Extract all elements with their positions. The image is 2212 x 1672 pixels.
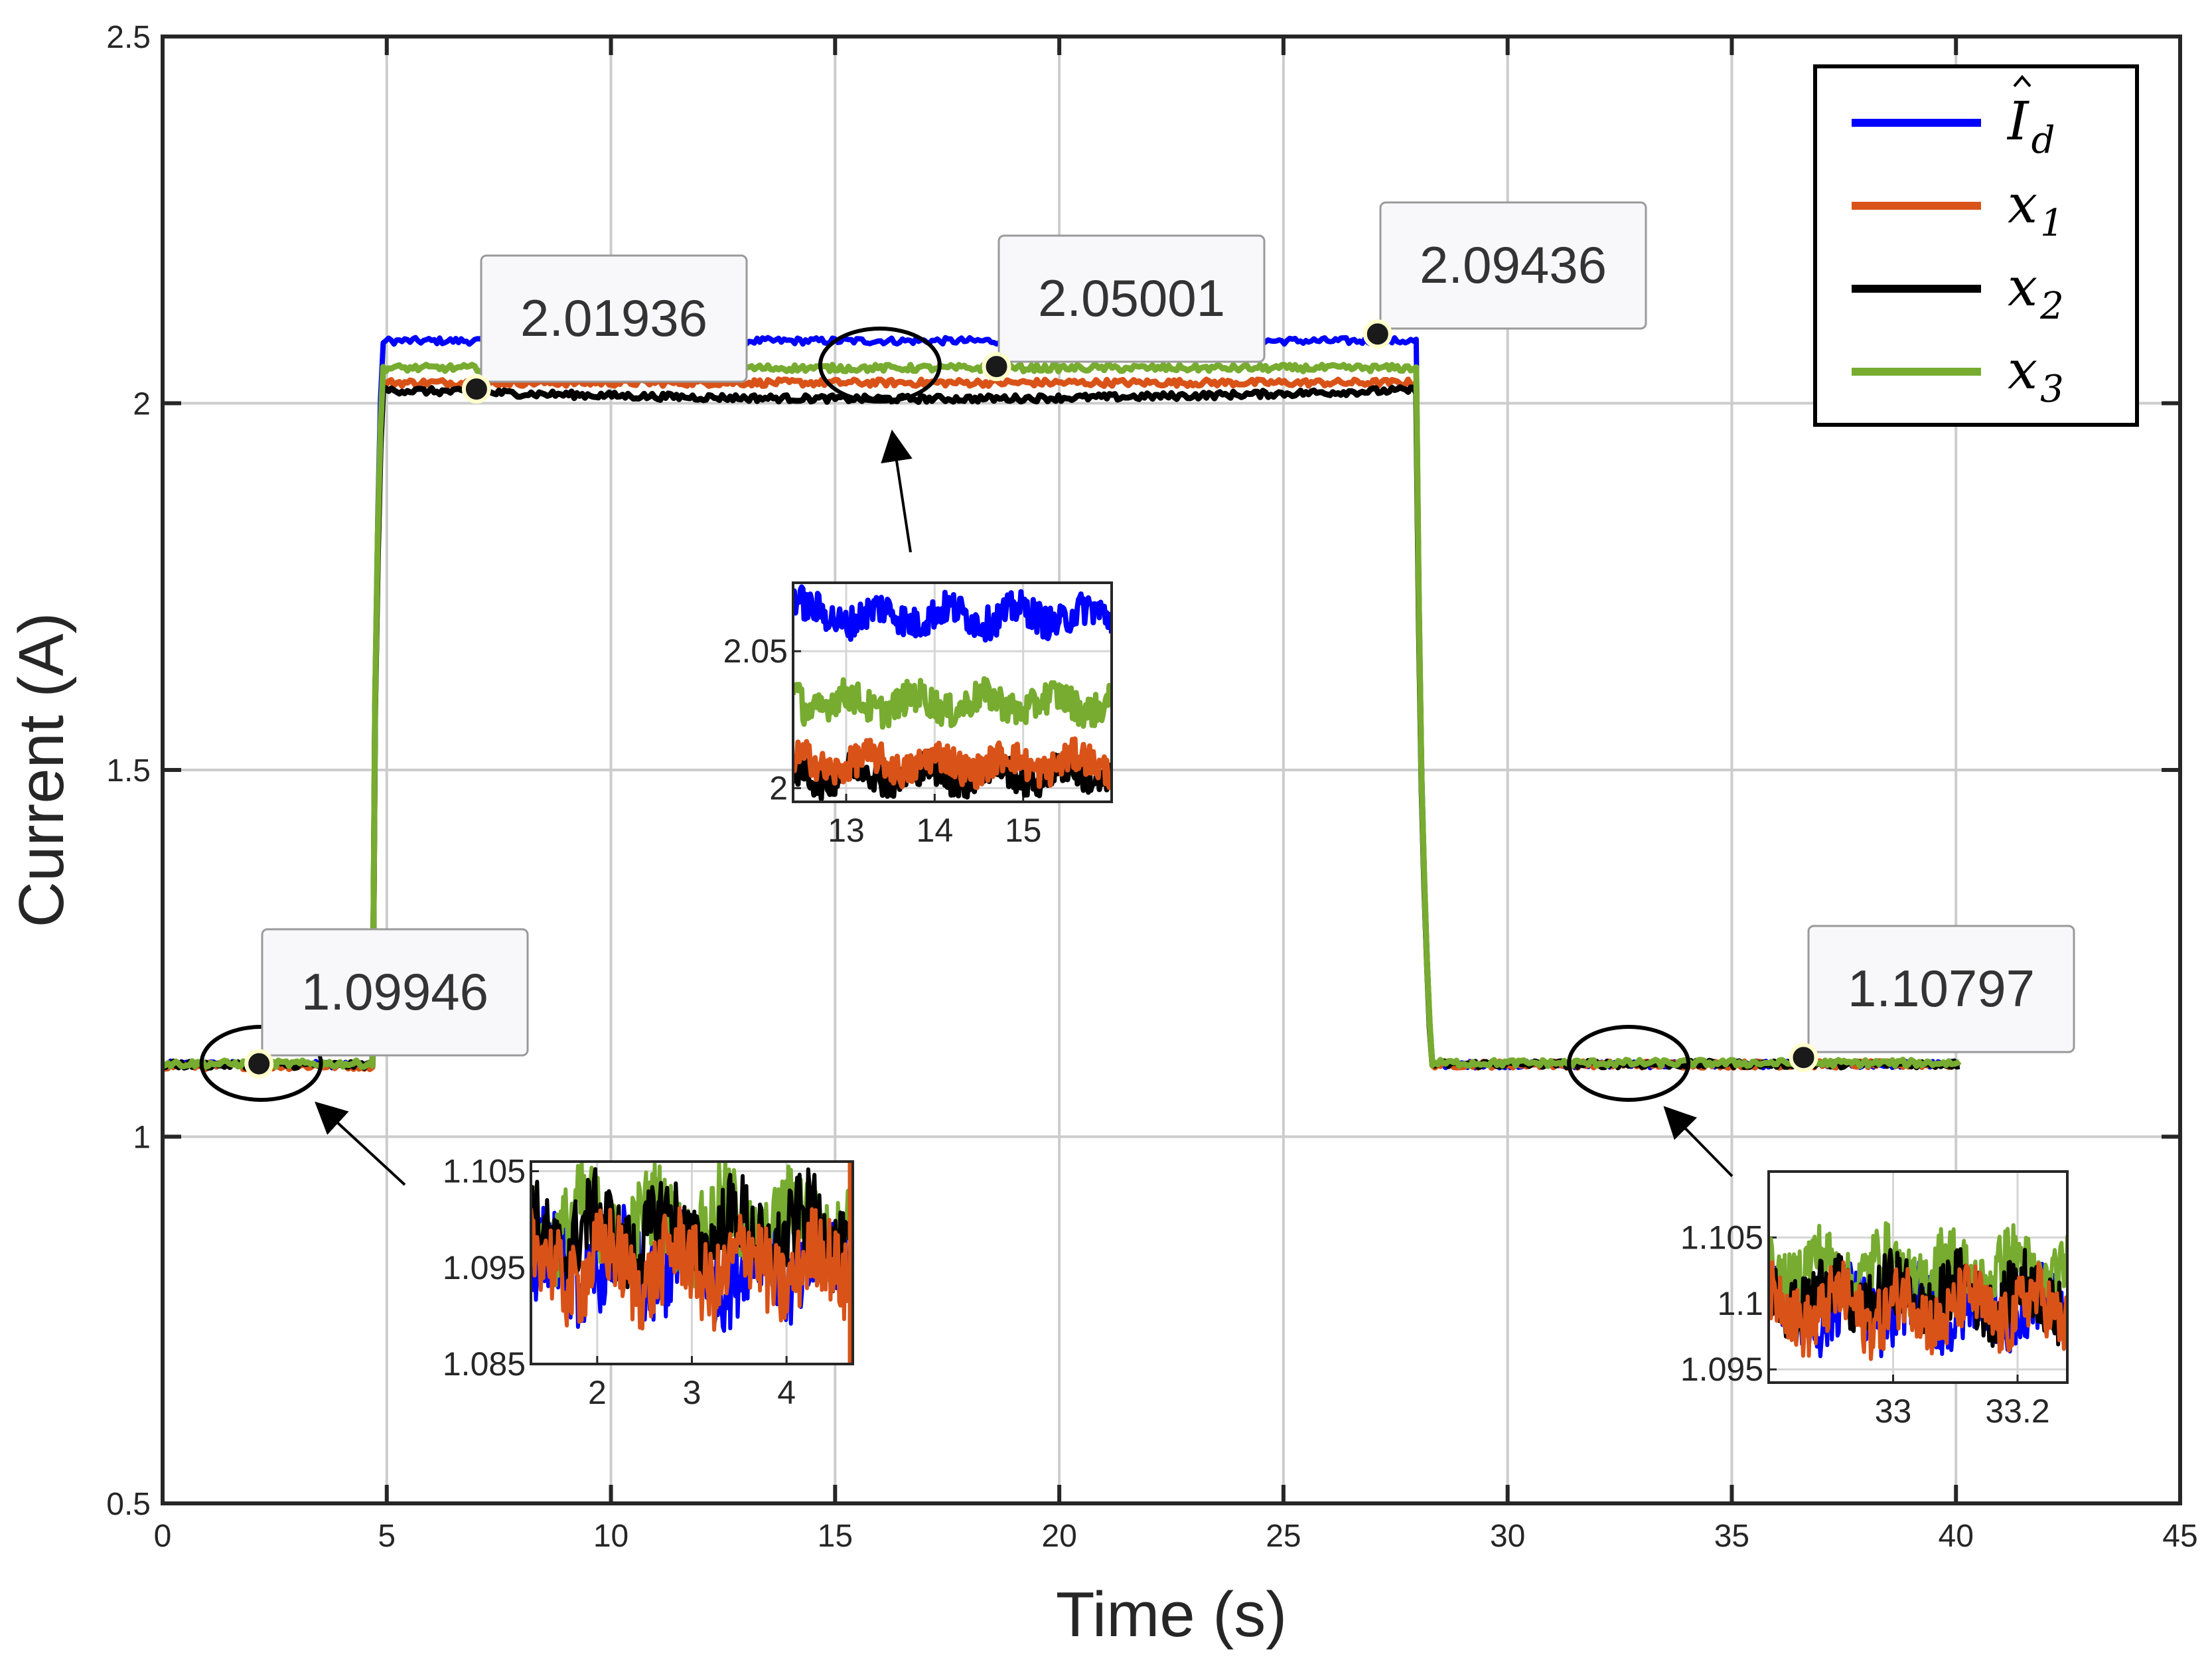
datatip-label: 1.09946 <box>301 962 488 1021</box>
inset-lines <box>793 584 1112 802</box>
datatip-marker <box>1363 319 1392 349</box>
legend-label-main: x <box>2008 339 2037 401</box>
x-tick-label: 25 <box>1266 1519 1301 1554</box>
zoom-arrow <box>1663 1106 1733 1178</box>
inset-y-tick-label: 1.085 <box>443 1345 526 1383</box>
legend-item: x2 <box>1852 256 2064 328</box>
inset-series-line <box>1769 1260 2067 1361</box>
inset-frame <box>530 1160 854 1365</box>
inset-y-tick-label: 1.095 <box>443 1249 526 1286</box>
y-tick-label: 1 <box>133 1120 151 1156</box>
inset-y-tick-label: 1.1 <box>1717 1285 1763 1322</box>
inset-x-tick-label: 33.2 <box>1985 1393 2049 1430</box>
inset-x-tick-label: 15 <box>1005 812 1042 849</box>
inset-x-tick-label: 33 <box>1875 1393 1912 1430</box>
inset-series-line <box>793 676 1112 730</box>
inset-y-tick-label: 1.105 <box>443 1153 526 1190</box>
zoom-ellipse <box>818 327 942 404</box>
inset-3: 33 33.2 1.095 1.1 1.105 <box>1680 1170 2069 1430</box>
datatip-box <box>1807 925 2075 1053</box>
inset-series-line <box>793 736 1112 791</box>
legend-label-main: x <box>2008 173 2037 235</box>
datatip-box <box>997 234 1266 363</box>
datatip-label: 1.10797 <box>1848 959 2035 1018</box>
legend-label-main: x <box>2008 256 2037 318</box>
inset-x-tick-label: 3 <box>683 1374 701 1411</box>
x-tick-label: 20 <box>1041 1519 1076 1554</box>
legend-label-sub: 2 <box>2039 285 2064 328</box>
y-axis-title: Current (A) <box>6 613 77 928</box>
inset-lines <box>1769 1221 2067 1361</box>
legend-label-sub: 3 <box>2040 368 2064 411</box>
datatip-marker <box>461 374 491 404</box>
datatip-box <box>480 254 748 383</box>
legend-item: Id <box>1852 74 2055 162</box>
inset-series-line <box>531 1206 853 1332</box>
series-line-x3 <box>161 362 1961 1070</box>
inset-series-line <box>1769 1221 2067 1320</box>
zoom-ellipse <box>1567 1025 1691 1102</box>
legend-item: x3 <box>1852 339 2064 411</box>
inset-2: 13 14 15 2 2.05 <box>723 581 1113 849</box>
y-tick-label: 1.5 <box>106 753 151 789</box>
datatip-marker <box>982 352 1011 382</box>
inset-x-tick-label: 14 <box>917 812 954 849</box>
x-tick-label: 0 <box>154 1519 172 1554</box>
datatip-box <box>1379 201 1647 330</box>
datatip-label: 2.01936 <box>520 289 707 347</box>
inset-frame <box>792 581 1113 803</box>
x-axis-title: Time (s) <box>1056 1579 1287 1650</box>
x-tick-label: 45 <box>2162 1519 2197 1554</box>
legend-label-sub: d <box>2031 119 2055 162</box>
x-tick-label: 35 <box>1714 1519 1749 1554</box>
x-tick-label: 15 <box>818 1519 853 1554</box>
datatip-label: 2.05001 <box>1038 269 1225 327</box>
datatip-marker <box>1789 1043 1818 1073</box>
inset-y-tick-label: 2.05 <box>723 633 788 670</box>
legend-label-sub: 1 <box>2040 202 2064 245</box>
inset-x-tick-label: 4 <box>777 1374 796 1411</box>
main-axes: 0 5 10 15 20 25 30 35 40 45 0.5 1 1.5 2 2.5 Time (s) Cur… <box>6 20 2198 1650</box>
y-tick-label: 2 <box>133 387 151 422</box>
zoom-arrow <box>881 429 913 553</box>
legend-item: x1 <box>1852 173 2064 245</box>
inset-x-tick-label: 2 <box>588 1374 607 1411</box>
y-tick-label: 0.5 <box>106 1487 151 1522</box>
y-tick-label: 2.5 <box>106 20 151 55</box>
inset-x-tick-label: 13 <box>828 812 865 849</box>
legend-hat <box>2013 74 2031 88</box>
x-tick-label: 30 <box>1490 1519 1525 1554</box>
legend-label: x3 <box>2008 339 2064 411</box>
zoom-annotations <box>199 327 1733 1186</box>
legend-label: x1 <box>2008 173 2064 245</box>
inset-1: 2 3 4 1.085 1.095 1.105 <box>443 1153 854 1411</box>
insets: 2 3 4 1.085 1.095 1.105 13 14 15 2 2.05 33 33.2 1.095… <box>443 581 2069 1430</box>
zoom-arrow <box>315 1101 406 1186</box>
inset-y-tick-label: 1.105 <box>1680 1219 1763 1256</box>
inset-frame <box>1767 1170 2069 1384</box>
legend-label: x2 <box>2008 256 2064 328</box>
datatip-label: 2.09436 <box>1420 236 1607 294</box>
data-tips: 1.09946 2.01936 2.05001 2.09436 1.10797 <box>244 201 2075 1079</box>
inset-series-line <box>793 584 1112 643</box>
inset-lines <box>531 1162 853 1364</box>
x-tick-label: 40 <box>1939 1519 1974 1554</box>
x-tick-label: 5 <box>378 1519 396 1554</box>
inset-y-tick-label: 1.095 <box>1680 1351 1763 1388</box>
datatip-box <box>261 928 529 1057</box>
legend-label-main: I <box>2006 90 2029 152</box>
x-tick-label: 10 <box>593 1519 628 1554</box>
inset-y-tick-label: 2 <box>769 769 788 806</box>
legend-label: Id <box>2006 90 2055 162</box>
datatip-marker <box>244 1049 274 1079</box>
